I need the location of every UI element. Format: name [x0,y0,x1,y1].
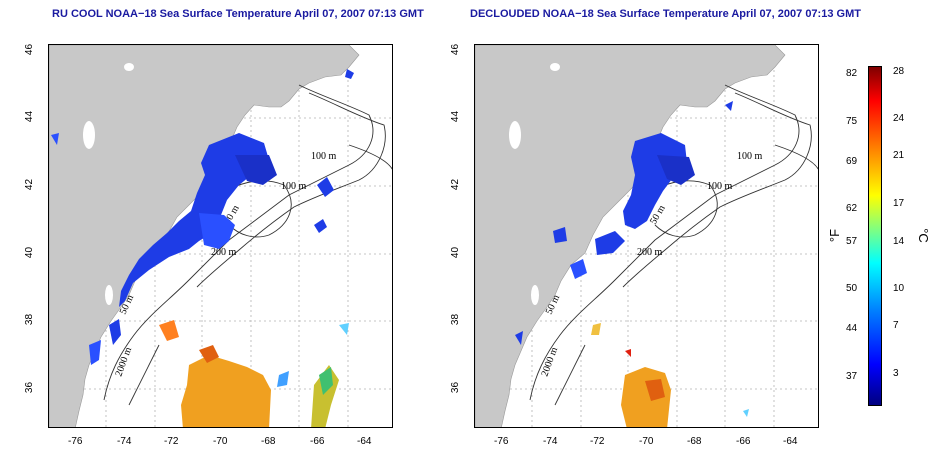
colorbar-f-tick: 82 [846,68,858,79]
right-lon-tick: -72 [590,436,605,447]
right-land-fragment [715,59,775,81]
left-map-title: RU COOL NOAA−18 Sea Surface Temperature … [52,8,424,20]
right-contour-label-4: 200 m [637,247,663,258]
colorbar-unit-fahrenheit: °F [827,228,843,243]
right-lat-tick: 38 [450,313,462,326]
right-land-mass [475,45,786,427]
right-bathymetry-contours [529,84,818,406]
left-cold-sst-patches [51,69,354,365]
colorbar-c-tick: 28 [893,66,905,77]
left-lon-tick: -72 [164,436,179,447]
left-map-canvas: 100 m 100 m 50 m 200 m 50 m 2000 m [49,45,392,427]
right-lat-tick: 46 [450,43,462,56]
sst-colorbar [868,66,882,406]
left-contour-label-1: 100 m [311,151,337,162]
colorbar-f-tick: 62 [846,203,858,214]
colorbar-f-tick: 57 [846,236,858,247]
colorbar-f-tick: 75 [846,116,858,127]
right-map-title: DECLOUDED NOAA−18 Sea Surface Temperatur… [470,8,861,20]
right-warm-sst-patches [591,323,749,427]
colorbar-c-tick: 7 [893,320,899,331]
right-cold-sst-patches [515,101,733,345]
left-lon-tick: -64 [357,436,372,447]
left-lon-tick: -68 [261,436,276,447]
right-lat-tick: 44 [450,110,462,123]
left-lat-tick: 46 [24,43,36,56]
colorbar-f-tick: 50 [846,283,858,294]
left-lon-tick: -74 [117,436,132,447]
right-lon-tick: -70 [639,436,654,447]
colorbar-c-tick: 3 [893,368,899,379]
right-contour-label-1: 100 m [737,151,763,162]
right-lon-tick: -68 [687,436,702,447]
left-lon-tick: -76 [68,436,83,447]
left-sst-map[interactable]: 100 m 100 m 50 m 200 m 50 m 2000 m [48,44,393,428]
right-contour-label-2: 100 m [707,181,733,192]
colorbar-f-tick: 69 [846,156,858,167]
colorbar-c-tick: 14 [893,236,905,247]
left-lat-tick: 40 [24,246,36,259]
colorbar-f-tick: 44 [846,323,858,334]
right-sst-map[interactable]: 100 m 100 m 50 m 200 m 50 m 2000 m [474,44,819,428]
colorbar-unit-celsius: °C [915,228,931,243]
right-lat-tick: 42 [450,178,462,191]
left-lat-tick: 42 [24,178,36,191]
colorbar-c-tick: 10 [893,283,905,294]
left-lat-tick: 38 [24,313,36,326]
colorbar-c-tick: 17 [893,198,905,209]
left-contour-label-4: 200 m [211,247,237,258]
right-lon-tick: -74 [543,436,558,447]
colorbar-f-tick: 37 [846,371,858,382]
right-lon-tick: -76 [494,436,509,447]
left-lat-tick: 44 [24,110,36,123]
colorbar-c-tick: 21 [893,150,905,161]
left-lon-tick: -66 [310,436,325,447]
right-lat-tick: 40 [450,246,462,259]
left-lon-tick: -70 [213,436,228,447]
right-map-canvas: 100 m 100 m 50 m 200 m 50 m 2000 m [475,45,818,427]
left-contour-label-2: 100 m [281,181,307,192]
colorbar-c-tick: 24 [893,113,905,124]
left-lat-tick: 36 [24,381,36,394]
left-land-fragment [289,59,349,81]
right-lon-tick: -64 [783,436,798,447]
right-lon-tick: -66 [736,436,751,447]
right-lat-tick: 36 [450,381,462,394]
left-warm-sst-patches [159,320,349,427]
